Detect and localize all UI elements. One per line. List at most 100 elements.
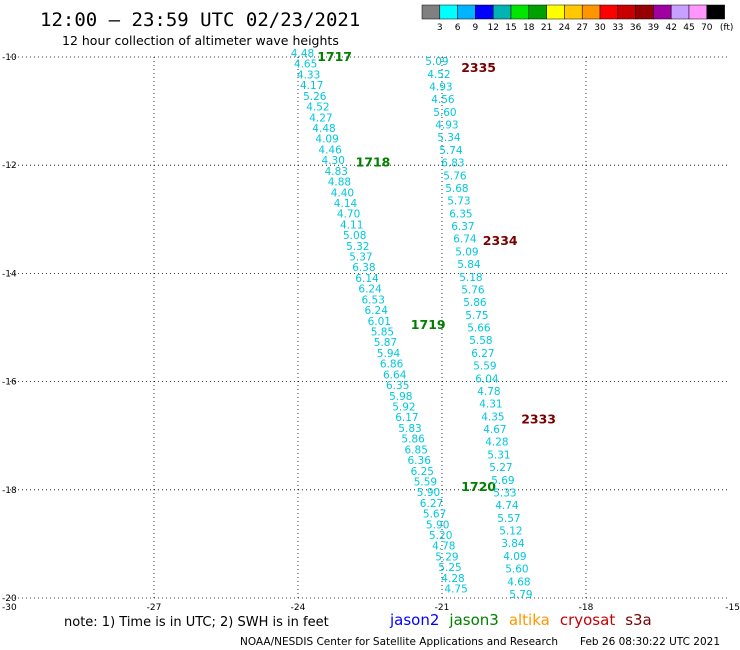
swh-value-label: 5.27 xyxy=(489,462,512,474)
swh-value-label: 5.67 xyxy=(423,509,446,521)
swh-value-label: 6.01 xyxy=(368,316,391,328)
swh-value-label: 4.75 xyxy=(444,584,467,596)
swh-value-label: 4.88 xyxy=(328,177,351,189)
swh-value-label: 6.24 xyxy=(358,284,382,296)
time-label: 2335 xyxy=(461,60,496,75)
swh-value-label: 5.32 xyxy=(346,241,369,253)
axis-ticks: -30 -27 -24 -21 -18 -15 -10 -12 -14 -16 -18 -20 xyxy=(2,53,740,613)
swh-value-label: 5.94 xyxy=(377,348,401,360)
time-label: 2333 xyxy=(521,411,556,426)
x-tick-label: -18 xyxy=(579,603,594,613)
colorbar-label: 6 xyxy=(455,23,461,33)
swh-value-label: 4.46 xyxy=(318,144,342,156)
colorbar-swatch xyxy=(617,4,636,20)
swh-value-label: 5.25 xyxy=(438,562,461,574)
swh-value-label: 5.12 xyxy=(499,526,522,538)
colorbar-swatch xyxy=(457,4,476,20)
colorbar-label: 18 xyxy=(523,23,535,33)
colorbar-label: 45 xyxy=(683,23,694,33)
footer-timestamp: Feb 26 08:30:22 UTC 2021 xyxy=(580,636,720,648)
colorbar-swatch xyxy=(635,4,654,20)
swh-value-label: 5.79 xyxy=(509,589,532,601)
y-tick-label: -18 xyxy=(2,486,17,496)
colorbar-swatch xyxy=(670,4,690,20)
track-jason3: 4.484.654.334.175.264.524.274.484.094.46… xyxy=(291,48,496,596)
swh-value-label: 4.67 xyxy=(483,424,506,436)
y-tick-label: -10 xyxy=(2,53,17,63)
colorbar-swatch xyxy=(688,4,708,20)
swh-value-label: 5.76 xyxy=(443,170,467,182)
swh-value-label: 5.09 xyxy=(455,246,478,258)
swh-value-label: 6.64 xyxy=(383,369,407,381)
colorbar-label: 30 xyxy=(594,23,606,33)
footer-credit: NOAA/NESDIS Center for Satellite Applica… xyxy=(240,636,558,648)
chart-subtitle: 12 hour collection of altimeter wave hei… xyxy=(62,33,339,48)
swh-value-label: 5.31 xyxy=(487,449,510,461)
colorbar-label: 24 xyxy=(559,23,571,33)
swh-value-label: 4.27 xyxy=(309,112,332,124)
swh-value-label: 4.65 xyxy=(294,59,317,71)
swh-value-label: 6.37 xyxy=(451,221,474,233)
swh-value-label: 5.90 xyxy=(426,519,449,531)
colorbar-label: 12 xyxy=(487,23,498,33)
swh-value-label: 4.28 xyxy=(441,573,464,585)
swh-value-label: 5.60 xyxy=(433,107,456,119)
colorbar-swatch xyxy=(581,4,601,20)
colorbar-swatch xyxy=(653,4,672,20)
colorbar-swatch xyxy=(599,4,619,20)
swh-value-label: 6.14 xyxy=(355,273,379,285)
grid-lines xyxy=(10,56,730,599)
swh-value-label: 4.35 xyxy=(481,411,504,423)
legend: jason2 jason3 altika cryosat s3a xyxy=(389,611,652,629)
swh-value-label: 5.58 xyxy=(469,335,492,347)
swh-value-label: 6.17 xyxy=(395,412,418,424)
swh-value-label: 3.84 xyxy=(501,538,525,550)
colorbar-label: 42 xyxy=(665,23,676,33)
x-tick-label: -21 xyxy=(435,603,450,613)
swh-value-label: 6.38 xyxy=(352,262,375,274)
swh-value-label: 5.59 xyxy=(414,477,437,489)
swh-value-label: 6.85 xyxy=(405,444,428,456)
swh-value-label: 5.69 xyxy=(491,475,514,487)
legend-s3a: s3a xyxy=(625,611,652,629)
swh-value-label: 4.33 xyxy=(297,69,320,81)
swh-value-label: 4.52 xyxy=(427,69,450,81)
swh-value-label: 4.56 xyxy=(431,94,455,106)
swh-value-label: 4.09 xyxy=(503,551,526,563)
swh-value-label: 5.83 xyxy=(398,423,421,435)
swh-value-label: 4.68 xyxy=(507,576,530,588)
colorbar-label: 33 xyxy=(612,23,623,33)
swh-value-label: 5.26 xyxy=(303,91,327,103)
legend-altika: altika xyxy=(509,611,550,629)
swh-value-label: 5.75 xyxy=(465,310,488,322)
colorbar-swatch xyxy=(421,4,441,20)
satellite-tracks: 4.484.654.334.175.264.524.274.484.094.46… xyxy=(291,48,556,601)
colorbar-label: 39 xyxy=(648,23,660,33)
colorbar-swatch xyxy=(492,4,512,20)
swh-value-label: 4.52 xyxy=(306,102,329,114)
y-tick-label: -12 xyxy=(2,161,17,171)
swh-value-label: 6.35 xyxy=(386,380,409,392)
chart-title: 12:00 – 23:59 UTC 02/23/2021 xyxy=(40,9,360,31)
x-tick-label: -24 xyxy=(291,603,306,613)
swh-value-label: 6.24 xyxy=(365,305,389,317)
legend-jason3: jason3 xyxy=(448,611,498,629)
swh-value-label: 4.78 xyxy=(477,386,500,398)
legend-jason2: jason2 xyxy=(389,611,439,629)
swh-value-label: 5.09 xyxy=(425,56,448,68)
swh-value-label: 4.93 xyxy=(429,82,452,94)
swh-value-label: 6.36 xyxy=(408,455,432,467)
swh-value-label: 4.70 xyxy=(337,209,360,221)
swh-value-label: 5.33 xyxy=(493,488,516,500)
colorbar-label: 15 xyxy=(505,23,516,33)
swh-value-label: 4.14 xyxy=(334,198,358,210)
swh-value-label: 5.20 xyxy=(429,530,452,542)
swh-value-label: 4.30 xyxy=(322,155,345,167)
time-label: 1718 xyxy=(356,154,391,169)
colorbar-label: 70 xyxy=(701,23,713,33)
swh-value-label: 6.86 xyxy=(380,359,404,371)
colorbar: 3 6 9 12 15 18 21 24 27 30 33 36 39 42 45 70 (ft) xyxy=(421,4,733,33)
swh-value-label: 6.27 xyxy=(471,348,494,360)
swh-value-label: 4.40 xyxy=(331,187,354,199)
swh-value-label: 5.98 xyxy=(389,391,412,403)
